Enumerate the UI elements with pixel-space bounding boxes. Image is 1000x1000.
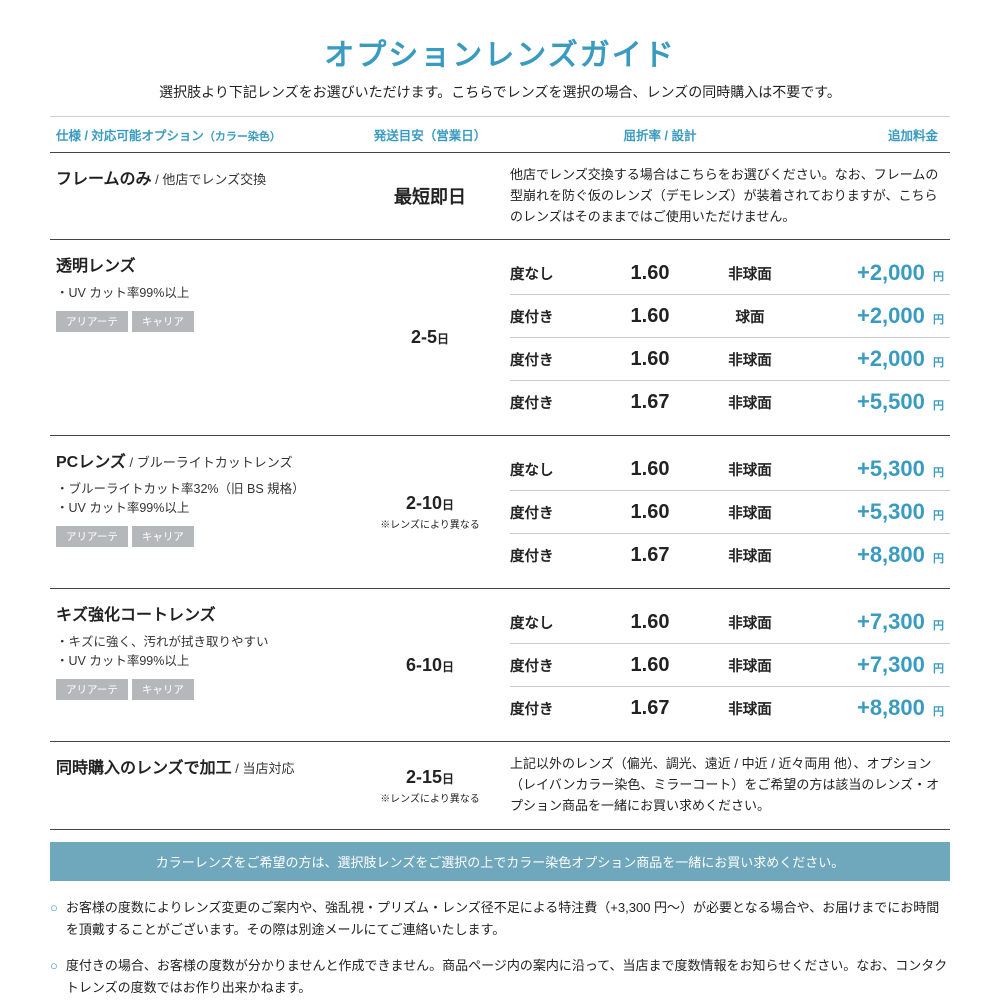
footnotes: ○お客様の度数によりレンズ変更のご案内や、強乱視・プリズム・レンズ径不足による特… [50,897,950,999]
section-title: 透明レンズ [56,258,136,275]
bullet-icon: ○ [50,897,58,941]
additional-fee: +8,800 円 [800,542,950,568]
section-note: 上記以外のレンズ（偏光、調光、遠近 / 中近 / 近々両用 他）、オプション（レ… [510,754,950,816]
table-header: 仕様 / 対応可能オプション（カラー染色） 発送目安（営業日） 屈折率 / 設計… [50,116,950,153]
lens-design: 非球面 [700,263,800,284]
refractive-index: 1.60 [600,611,700,634]
option-badge: アリアーテ [56,311,128,332]
feature-bullet: ・キズに強く、汚れが拭き取りやすい [56,631,340,650]
option-badge: キャリア [132,311,194,332]
additional-fee: +5,300 円 [800,456,950,482]
shipping-estimate: 2-15日※レンズにより異なる [350,754,510,816]
refractive-index: 1.67 [600,391,700,414]
feature-bullet: ・UV カット率99%以上 [56,497,340,516]
section-note: 他店でレンズ交換する場合はこちらをお選びください。なお、フレームの型崩れを防ぐ仮… [510,165,950,227]
feature-bullet: ・UV カット率99%以上 [56,650,340,669]
lens-design: 非球面 [700,612,800,633]
lens-design: 非球面 [700,698,800,719]
variant-row: 度付き1.60非球面+5,300 円 [510,490,950,533]
page-subtitle: 選択肢より下記レンズをお選びいただけます。こちらでレンズを選択の場合、レンズの同… [50,82,950,102]
lens-design: 非球面 [700,545,800,566]
additional-fee: +2,000 円 [800,260,950,286]
refractive-index: 1.67 [600,697,700,720]
shipping-note: ※レンズにより異なる [380,790,480,805]
lens-section: 透明レンズ・UV カット率99%以上アリアーテキャリア2-5日度なし1.60非球… [50,240,950,436]
footnote-text: お客様の度数によりレンズ変更のご案内や、強乱視・プリズム・レンズ径不足による特注… [66,897,950,941]
header-spec: 仕様 / 対応可能オプション [56,129,204,143]
additional-fee: +5,300 円 [800,499,950,525]
additional-fee: +2,000 円 [800,303,950,329]
footnote-text: 度付きの場合、お客様の度数が分かりませんと作成できません。商品ページ内の案内に沿… [66,955,950,999]
prescription-type: 度付き [510,698,600,719]
prescription-type: 度なし [510,459,600,480]
shipping-estimate: 最短即日 [350,165,510,227]
page-title: オプションレンズガイド [50,30,950,74]
section-subtitle: / 当店対応 [232,761,295,776]
option-badge: キャリア [132,679,194,700]
variant-row: 度付き1.67非球面+8,800 円 [510,686,950,729]
prescription-type: 度なし [510,612,600,633]
prescription-type: 度付き [510,392,600,413]
additional-fee: +8,800 円 [800,695,950,721]
footnote-item: ○度付きの場合、お客様の度数が分かりませんと作成できません。商品ページ内の案内に… [50,955,950,999]
lens-design: 非球面 [700,502,800,523]
color-lens-banner: カラーレンズをご希望の方は、選択肢レンズをご選択の上でカラー染色オプション商品を… [50,842,950,881]
section-title: 同時購入のレンズで加工 [56,760,232,777]
lens-section: フレームのみ / 他店でレンズ交換 最短即日他店でレンズ交換する場合はこちらをお選… [50,152,950,240]
section-subtitle: / ブルーライトカットレンズ [126,455,293,470]
variant-row: 度付き1.67非球面+5,500 円 [510,380,950,423]
variant-row: 度付き1.60球面+2,000 円 [510,294,950,337]
additional-fee: +7,300 円 [800,609,950,635]
shipping-estimate: 2-5日 [350,252,510,423]
lens-design: 非球面 [700,655,800,676]
feature-bullet: ・ブルーライトカット率32%（旧 BS 規格） [56,478,340,497]
refractive-index: 1.67 [600,544,700,567]
refractive-index: 1.60 [600,262,700,285]
variant-row: 度なし1.60非球面+5,300 円 [510,448,950,490]
section-title: PCレンズ [56,454,126,471]
header-fee: 追加料金 [810,125,950,144]
lens-design: 非球面 [700,459,800,480]
refractive-index: 1.60 [600,501,700,524]
lens-section: 同時購入のレンズで加工 / 当店対応 2-15日※レンズにより異なる上記以外のレン… [50,742,950,829]
additional-fee: +7,300 円 [800,652,950,678]
lens-section: キズ強化コートレンズ・キズに強く、汚れが拭き取りやすい・UV カット率99%以上… [50,589,950,742]
prescription-type: 度付き [510,349,600,370]
prescription-type: 度付き [510,545,600,566]
refractive-index: 1.60 [600,348,700,371]
prescription-type: 度なし [510,263,600,284]
shipping-estimate: 2-10日※レンズにより異なる [350,448,510,576]
footnote-item: ○お客様の度数によりレンズ変更のご案内や、強乱視・プリズム・レンズ径不足による特… [50,897,950,941]
section-subtitle: / 他店でレンズ交換 [152,172,267,187]
refractive-index: 1.60 [600,654,700,677]
section-title: キズ強化コートレンズ [56,607,216,624]
header-ship: 発送目安（営業日） [350,125,510,144]
refractive-index: 1.60 [600,305,700,328]
bullet-icon: ○ [50,955,58,999]
prescription-type: 度付き [510,306,600,327]
variant-row: 度付き1.60非球面+2,000 円 [510,337,950,380]
refractive-index: 1.60 [600,458,700,481]
header-idx: 屈折率 / 設計 [510,125,810,144]
lens-design: 非球面 [700,392,800,413]
shipping-note: ※レンズにより異なる [380,516,480,531]
variant-row: 度なし1.60非球面+2,000 円 [510,252,950,294]
additional-fee: +5,500 円 [800,389,950,415]
section-title: フレームのみ [56,171,152,188]
prescription-type: 度付き [510,502,600,523]
feature-bullet: ・UV カット率99%以上 [56,282,340,301]
lens-section: PCレンズ / ブルーライトカットレンズ・ブルーライトカット率32%（旧 BS … [50,436,950,589]
additional-fee: +2,000 円 [800,346,950,372]
option-badge: アリアーテ [56,526,128,547]
lens-design: 非球面 [700,349,800,370]
shipping-estimate: 6-10日 [350,601,510,729]
option-badge: キャリア [132,526,194,547]
lens-design: 球面 [700,306,800,327]
variant-row: 度付き1.67非球面+8,800 円 [510,533,950,576]
variant-row: 度付き1.60非球面+7,300 円 [510,643,950,686]
option-badge: アリアーテ [56,679,128,700]
variant-row: 度なし1.60非球面+7,300 円 [510,601,950,643]
header-spec-paren: （カラー染色） [204,131,281,143]
prescription-type: 度付き [510,655,600,676]
